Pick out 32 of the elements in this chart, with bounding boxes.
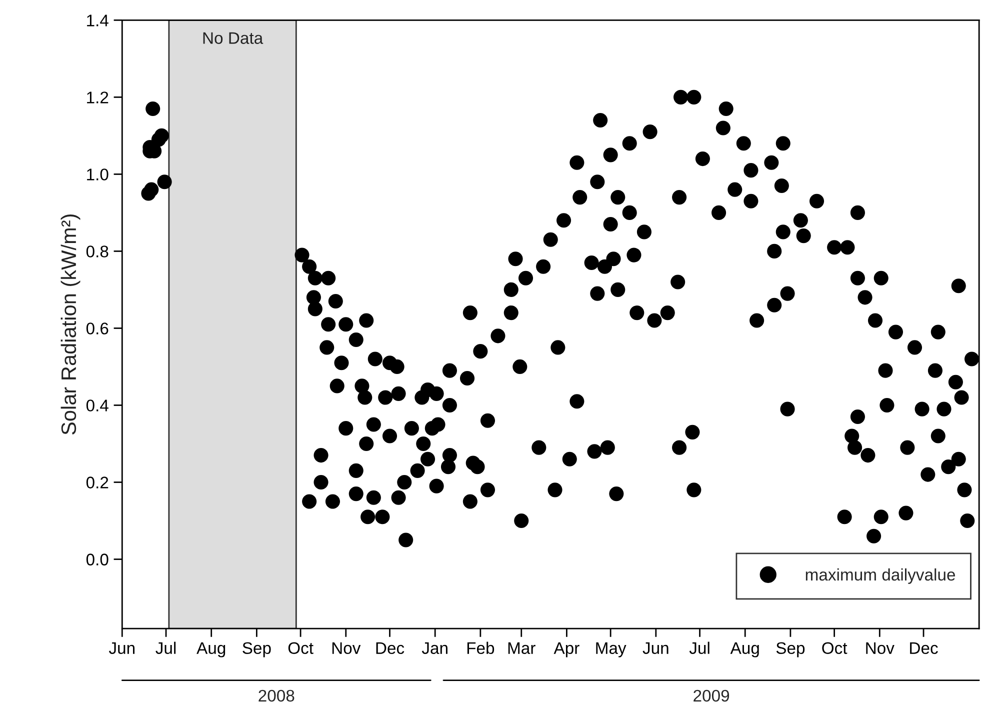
x-tick-label: Apr bbox=[554, 642, 580, 658]
x-tick-label: Jun bbox=[642, 642, 668, 654]
x-tick-label: Sep bbox=[242, 642, 271, 658]
x-tick-label: May bbox=[596, 642, 626, 658]
x-tick-label: Aug bbox=[196, 642, 226, 658]
x-tick-label: Dec bbox=[376, 642, 404, 654]
legend-label: maximum dailyvalue bbox=[806, 568, 956, 584]
x-tick-label: Mar bbox=[508, 642, 536, 654]
y-tick-label: 0.4 bbox=[86, 400, 108, 412]
x-tick-label: Dec bbox=[910, 642, 938, 654]
x-tick-label: Oct bbox=[822, 642, 848, 654]
y-tick-label: 0.0 bbox=[86, 554, 108, 566]
y-axis-title: Solar Radiation (kW/m²) bbox=[60, 214, 80, 435]
x-tick-label: Nov bbox=[332, 642, 361, 654]
y-tick-label: 1.2 bbox=[87, 92, 108, 104]
band-label: No Data bbox=[203, 32, 264, 44]
x-tick-label: Nov bbox=[866, 642, 894, 654]
x-tick-label: Oct bbox=[288, 642, 314, 654]
x-tick-label: Sep bbox=[776, 642, 805, 658]
text: 2008 bbox=[258, 690, 294, 702]
x-tick-label: Jul bbox=[689, 642, 710, 654]
y-tick-label: 0.2 bbox=[86, 476, 108, 488]
x-tick-label: Jun bbox=[108, 642, 134, 654]
y-tick-label: 1.0 bbox=[87, 168, 108, 180]
x-tick-label: Jan bbox=[422, 642, 448, 654]
y-tick-label: 0.8 bbox=[86, 246, 108, 258]
x-tick-label: Feb bbox=[467, 642, 494, 654]
text: 2009 bbox=[694, 690, 730, 702]
y-tick-label: 1.4 bbox=[87, 14, 108, 26]
x-tick-label: Jul bbox=[156, 642, 176, 654]
y-tick-label: 0.6 bbox=[86, 322, 108, 334]
x-tick-label: Aug bbox=[730, 642, 759, 658]
